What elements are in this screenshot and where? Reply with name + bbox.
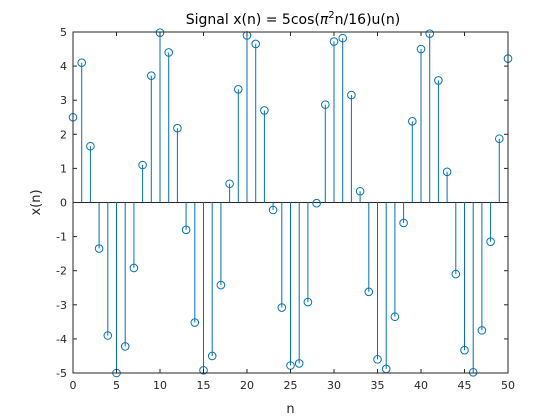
stem-marker <box>468 368 478 377</box>
stem-marker <box>251 39 260 49</box>
y-tick-label: 5 <box>60 26 67 39</box>
x-tick-label: 50 <box>501 379 515 392</box>
stem-marker <box>477 326 487 335</box>
chart-title: Signal x(n) = 5cos(π2n/16)u(n) <box>186 10 400 28</box>
x-tick-label: 25 <box>284 379 298 392</box>
stem-marker <box>147 71 156 80</box>
stem-marker <box>347 90 356 100</box>
stem-marker <box>460 345 469 355</box>
stem-marker <box>451 269 461 279</box>
stem-marker <box>442 167 452 177</box>
x-tick-label: 0 <box>70 379 77 392</box>
stem-marker <box>355 186 365 196</box>
stem-marker <box>294 359 304 368</box>
x-tick-label: 40 <box>414 379 428 392</box>
stem-marker <box>120 342 130 351</box>
stem-marker <box>181 225 191 235</box>
stem-marker <box>77 58 86 67</box>
y-tick-label: -4 <box>56 333 67 346</box>
stem-marker <box>173 123 182 133</box>
stem-marker <box>94 244 104 253</box>
stem-marker <box>138 160 147 170</box>
stem-marker <box>303 297 313 307</box>
stem-marker <box>234 84 243 94</box>
stem-marker <box>312 198 321 208</box>
stem-marker <box>408 117 417 126</box>
x-tick-label: 10 <box>153 379 167 392</box>
stem-marker <box>190 318 200 327</box>
stem-marker <box>338 33 348 43</box>
stem-marker <box>225 179 234 189</box>
plot-frame <box>72 31 509 374</box>
stem-marker <box>495 134 504 144</box>
stems-layer <box>68 28 513 378</box>
stem-marker <box>129 263 139 273</box>
stem-marker <box>207 351 217 361</box>
x-tick-label: 45 <box>458 379 472 392</box>
stem-marker <box>155 28 165 37</box>
x-tick-label: 30 <box>327 379 341 392</box>
x-axis-label: n <box>286 402 294 417</box>
stem-marker <box>277 303 287 312</box>
y-tick-label: 4 <box>60 60 67 73</box>
stem-marker <box>321 100 330 109</box>
stem-marker <box>399 218 408 228</box>
y-tick-label: 1 <box>60 162 67 175</box>
stem-marker <box>416 44 426 54</box>
y-tick-label: 3 <box>60 94 67 107</box>
x-tick-label: 5 <box>113 379 120 392</box>
stem-marker <box>434 76 443 85</box>
y-tick-label: -1 <box>56 231 67 244</box>
stem-marker <box>164 48 173 57</box>
stem-marker <box>364 287 374 297</box>
stem-marker <box>103 331 113 340</box>
y-tick-label: -2 <box>56 265 67 278</box>
x-tick-label: 15 <box>197 379 211 392</box>
y-axis-label: x(n) <box>29 189 44 215</box>
stem-marker <box>216 280 226 290</box>
stem-marker <box>86 141 95 151</box>
y-tick-label: 2 <box>60 128 67 141</box>
stem-marker <box>390 312 400 322</box>
y-tick-label: -5 <box>56 367 67 380</box>
stem-marker <box>425 29 435 39</box>
stem-marker <box>268 205 278 215</box>
stem-marker <box>199 365 208 375</box>
x-tick-label: 35 <box>371 379 385 392</box>
x-tick-label: 20 <box>240 379 254 392</box>
y-tick-label: -3 <box>56 299 67 312</box>
stem-marker <box>373 355 382 364</box>
stem-marker <box>486 237 495 247</box>
stem-marker <box>260 106 269 115</box>
stem-marker <box>329 37 339 46</box>
y-tick-label: 0 <box>60 197 67 210</box>
